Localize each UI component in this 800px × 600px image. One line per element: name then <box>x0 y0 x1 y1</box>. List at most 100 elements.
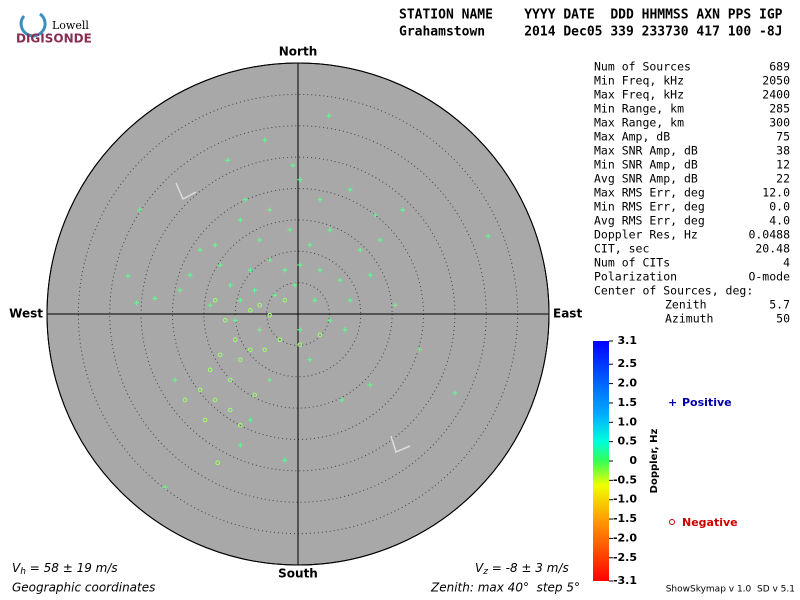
coords-label: Geographic coordinates <box>12 581 155 595</box>
source-point <box>357 247 363 253</box>
source-point <box>162 484 168 490</box>
source-point <box>267 257 273 263</box>
stat-label: Max Range, km <box>594 116 684 130</box>
source-point <box>327 317 333 323</box>
source-point <box>232 337 238 343</box>
source-point <box>207 367 213 373</box>
source-point <box>297 327 303 333</box>
source-point <box>137 207 143 213</box>
source-point <box>292 282 298 288</box>
stat-value: 689 <box>769 60 790 74</box>
stat-value: 0.0 <box>769 200 790 214</box>
source-point <box>392 302 398 308</box>
velocity-mark <box>390 435 411 454</box>
colorbar-tick-label: -3.1 <box>613 574 637 587</box>
colorbar-tick-label: 1.5 <box>618 396 638 409</box>
colorbar <box>593 341 609 581</box>
source-point <box>312 297 318 303</box>
source-point <box>262 137 268 143</box>
source-point <box>267 312 273 318</box>
logo-top: Lowell <box>52 19 89 32</box>
source-point <box>417 347 423 353</box>
source-point <box>247 417 253 423</box>
source-point <box>237 357 243 363</box>
source-point <box>237 422 243 428</box>
stat-label: Min RMS Err, deg <box>594 200 705 214</box>
north-label: North <box>279 45 317 59</box>
stat-value: 38 <box>776 144 790 158</box>
source-point <box>182 397 188 403</box>
logo-bottom: DIGISONDE <box>16 32 92 46</box>
source-point <box>237 217 243 223</box>
legend-symbol <box>669 519 675 525</box>
source-point <box>197 387 203 393</box>
stat-value: 20.48 <box>755 242 790 256</box>
source-point <box>367 272 373 278</box>
stat-value: 50 <box>776 312 790 326</box>
colorbar-tick-label: 0.5 <box>618 435 638 448</box>
stat-label: Num of CITs <box>594 256 670 270</box>
colorbar-tick-label: -1.0 <box>613 493 637 506</box>
stat-label: CIT, sec <box>594 242 649 256</box>
east-label: East <box>553 307 582 321</box>
source-point <box>337 277 343 283</box>
source-point <box>227 407 233 413</box>
stat-value: 2400 <box>762 88 790 102</box>
legend-entry: Positive <box>682 396 732 409</box>
source-point <box>485 233 491 239</box>
source-point <box>225 157 231 163</box>
source-point <box>307 242 313 248</box>
source-point <box>232 317 238 323</box>
colorbar-tick-label: 2.0 <box>618 377 638 390</box>
source-point <box>212 242 218 248</box>
source-point <box>237 442 243 448</box>
stat-value: 4 <box>783 256 790 270</box>
source-point <box>217 352 223 358</box>
source-point <box>257 327 263 333</box>
logo-swoosh <box>19 12 47 38</box>
source-point <box>212 397 218 403</box>
source-point <box>134 300 140 306</box>
source-point <box>277 337 283 343</box>
source-point <box>177 287 183 293</box>
source-point <box>207 302 213 308</box>
header-values: Grahamstown 2014 Dec05 339 233730 417 10… <box>399 25 783 40</box>
source-point <box>187 272 193 278</box>
source-point <box>217 262 223 268</box>
source-point <box>227 377 233 383</box>
stat-value: 4.0 <box>769 214 790 228</box>
legend-entry: Negative <box>682 516 738 529</box>
source-point <box>347 187 353 193</box>
version-label: ShowSkymap v 1.0 SD v 5.1 <box>666 585 795 595</box>
source-point <box>307 357 313 363</box>
source-point <box>282 267 288 273</box>
stat-label: Azimuth <box>665 312 713 326</box>
west-label: West <box>9 307 43 321</box>
stat-value: 12 <box>776 158 790 172</box>
colorbar-tick-label: 3.1 <box>618 334 638 347</box>
stat-value: 285 <box>769 102 790 116</box>
source-point <box>452 390 458 396</box>
colorbar-tick-label: -1.5 <box>613 512 637 525</box>
source-point <box>252 392 258 398</box>
stat-label: Polarization <box>594 270 677 284</box>
stat-label: Min Range, km <box>594 102 684 116</box>
source-point <box>297 177 303 183</box>
source-point <box>297 262 303 268</box>
source-point <box>267 207 273 213</box>
vh-label: Vh = 58 ± 19 m/s <box>12 561 118 577</box>
velocity-mark <box>175 182 197 201</box>
source-point <box>262 347 268 353</box>
source-point <box>272 292 278 298</box>
stat-value: 300 <box>769 116 790 130</box>
source-point <box>377 237 383 243</box>
stat-value: 12.0 <box>762 186 790 200</box>
stat-label: Min SNR Amp, dB <box>594 158 698 172</box>
source-point <box>222 317 228 323</box>
source-point <box>248 307 253 313</box>
source-point <box>202 417 208 423</box>
source-point <box>297 342 303 348</box>
colorbar-tick-label: 0 <box>629 454 637 467</box>
stat-value: 2050 <box>762 74 790 88</box>
vz-label: Vz = -8 ± 3 m/s <box>475 561 569 577</box>
